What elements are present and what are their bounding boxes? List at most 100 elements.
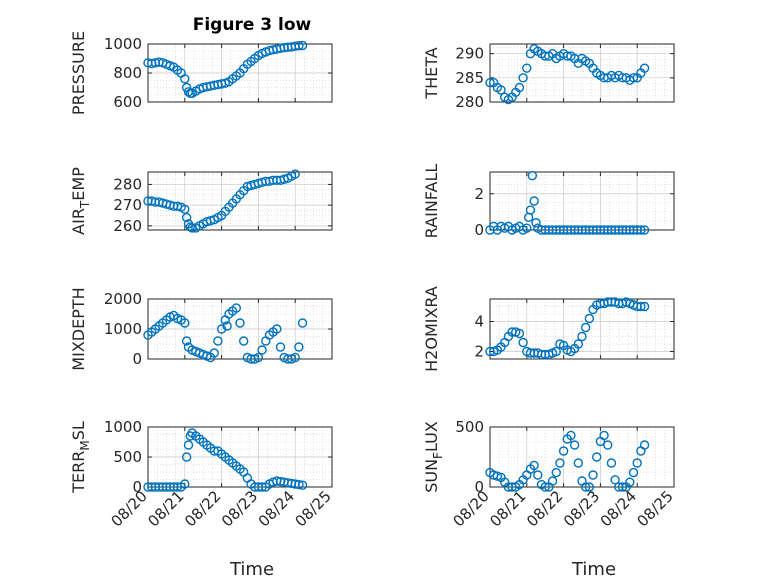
axes-border xyxy=(489,43,675,103)
data-point xyxy=(529,460,539,471)
data-point xyxy=(625,477,635,487)
subplot-air-temp: 260 270 280 AIRTEMP xyxy=(69,167,333,235)
y-tick-label: 2000 xyxy=(104,290,142,308)
y-tick-label: 1000 xyxy=(104,418,142,436)
y-tick-label: 280 xyxy=(113,175,142,193)
data-point xyxy=(588,470,598,480)
data-point xyxy=(610,475,620,485)
data-point xyxy=(636,301,646,312)
y-axis-label-mixdepth: MIXDEPTH xyxy=(69,287,88,370)
data-point xyxy=(522,223,532,233)
subplot-h2omixra: 2 4 H2OMIXRA xyxy=(422,286,675,372)
data-point xyxy=(294,479,304,490)
y-tick-label: 2 xyxy=(474,185,484,203)
data-point xyxy=(518,73,528,83)
x-tick-label: 08/20 xyxy=(450,487,493,530)
x-tick-label: 08/22 xyxy=(181,487,224,530)
data-point xyxy=(297,318,308,328)
data-point xyxy=(639,301,650,312)
data-point xyxy=(639,225,650,235)
y-tick-label: 500 xyxy=(113,448,142,466)
data-point xyxy=(617,482,628,492)
data-point xyxy=(485,77,495,88)
data-point xyxy=(180,318,190,328)
x-tick-label: 08/21 xyxy=(144,487,187,530)
data-point xyxy=(257,345,267,355)
data-point xyxy=(294,342,304,352)
y-tick-label: 500 xyxy=(455,418,484,436)
x-tick-label: 08/23 xyxy=(218,487,261,530)
data-point xyxy=(297,40,308,51)
data-point xyxy=(253,352,264,363)
y-tick-label: 0 xyxy=(132,478,142,496)
data-point xyxy=(592,452,602,462)
data-point xyxy=(222,321,232,331)
y-tick-label: 1000 xyxy=(104,35,142,53)
data-point xyxy=(599,430,609,441)
data-point xyxy=(235,318,245,328)
data-point xyxy=(290,352,300,363)
data-point xyxy=(580,322,591,333)
data-point xyxy=(209,348,219,358)
data-point xyxy=(180,479,190,489)
data-point xyxy=(603,440,613,450)
data-point xyxy=(573,458,584,468)
subplot-theta: 280 285 290 THETA xyxy=(422,43,675,111)
data-point xyxy=(540,482,550,492)
y-axis-label-pressure: PRESSURE xyxy=(69,31,88,115)
data-point xyxy=(547,476,558,486)
y-tick-label: 0 xyxy=(474,221,484,239)
data-point xyxy=(272,324,282,334)
data-point xyxy=(639,63,650,73)
data-point xyxy=(275,342,286,352)
x-tick-label: 08/20 xyxy=(108,487,151,530)
data-point xyxy=(584,313,595,324)
data-point xyxy=(580,482,591,492)
x-tick-label: 08/23 xyxy=(560,487,603,530)
y-tick-label: 280 xyxy=(455,93,484,111)
y-axis-label-rainfall: RAINFALL xyxy=(422,164,441,239)
data-point xyxy=(290,169,300,179)
data-point xyxy=(577,331,587,342)
y-tick-label: 1000 xyxy=(104,320,142,338)
data-point xyxy=(636,225,646,235)
y-axis-label-h2omixra: H2OMIXRA xyxy=(422,286,441,372)
data-point xyxy=(525,205,536,215)
data-point xyxy=(527,170,538,181)
data-point xyxy=(529,196,539,206)
data-point xyxy=(566,430,576,441)
y-tick-label: 260 xyxy=(113,217,142,235)
y-tick-label: 285 xyxy=(455,69,484,87)
data-point xyxy=(584,482,595,492)
data-point xyxy=(522,63,532,73)
x-tick-label: 08/24 xyxy=(255,487,298,530)
data-point xyxy=(238,336,249,346)
subplot-rainfall: 0 2 RAINFALL xyxy=(422,164,675,239)
y-axis-label-terr-msl: TERRMSL xyxy=(69,421,92,494)
y-tick-label: 0 xyxy=(132,350,142,368)
y-tick-label: 2 xyxy=(474,343,484,361)
data-point xyxy=(569,440,580,450)
data-point xyxy=(628,467,639,478)
data-point xyxy=(628,73,639,83)
data-point xyxy=(533,470,543,480)
x-axis-label-right: Time xyxy=(571,559,616,580)
data-point xyxy=(555,458,565,468)
axes-frame xyxy=(489,43,675,103)
data-point xyxy=(558,446,569,456)
data-point xyxy=(551,346,561,357)
data-point xyxy=(518,337,528,348)
data-point xyxy=(639,440,650,450)
y-axis-label-air-temp: AIRTEMP xyxy=(69,167,92,235)
y-axis-label-theta: THETA xyxy=(422,47,441,99)
data-point xyxy=(632,458,642,468)
x-tick-label: 08/25 xyxy=(292,487,335,530)
data-point xyxy=(181,336,192,346)
data-point xyxy=(181,212,192,223)
figure-title: Figure 3 low xyxy=(193,15,312,35)
x-tick-label: 08/22 xyxy=(523,487,566,530)
data-point xyxy=(606,458,617,468)
data-point xyxy=(213,336,223,346)
